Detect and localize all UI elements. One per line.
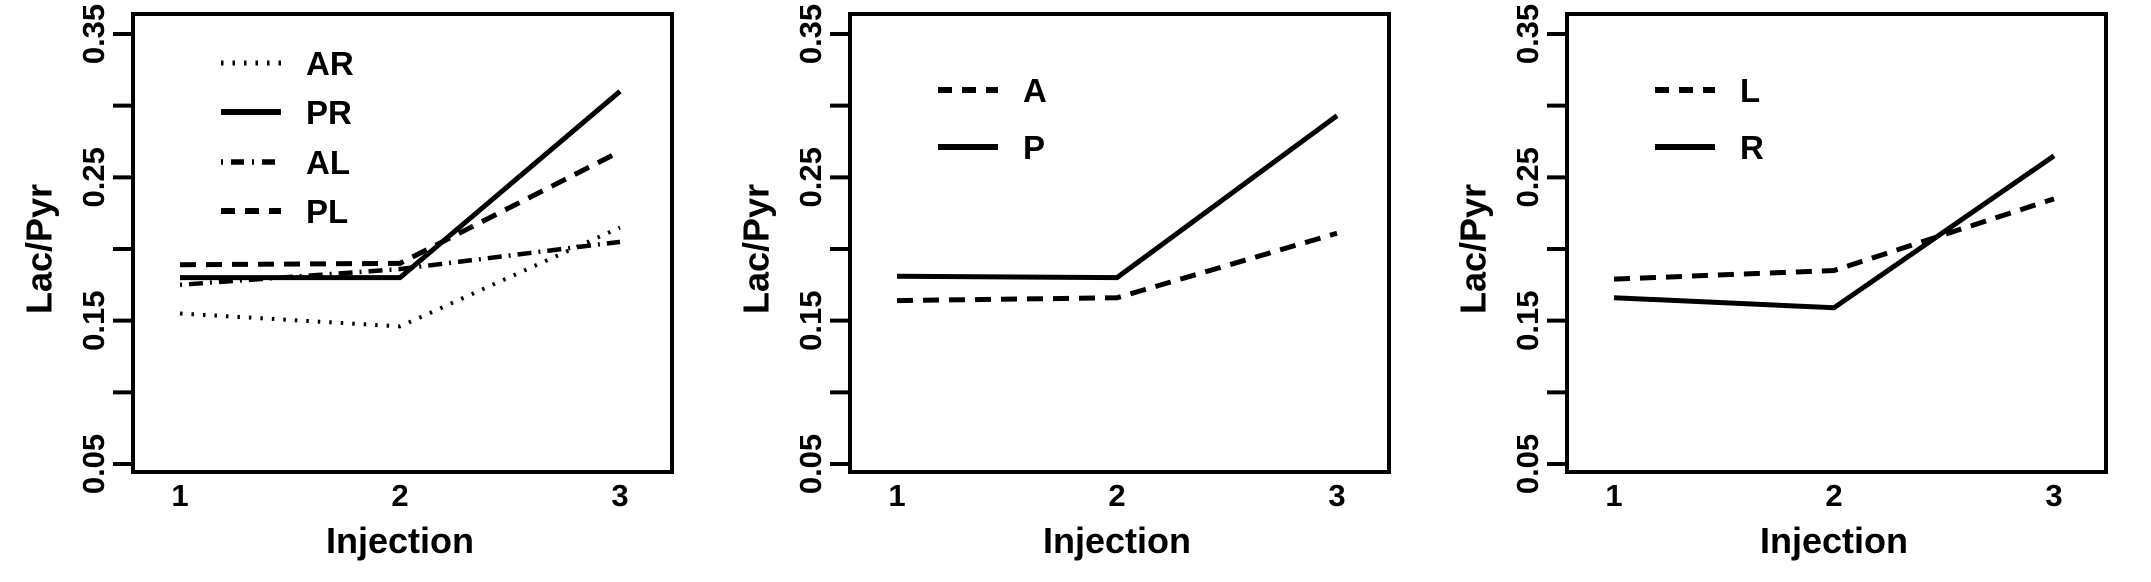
series-line-P [896, 113, 1339, 281]
plot-frame [131, 12, 674, 474]
x-tick-label: 2 [391, 478, 408, 513]
y-tick-label: 0.35 [1510, 4, 1545, 64]
series-line-R [1613, 153, 2056, 311]
x-tick-label: 1 [888, 478, 905, 513]
line-chart: 0.05 0.15 0.25 0.35 Lac/Pyr 1 2 3 Injection AP [736, 4, 1391, 561]
x-tick-label: 3 [2045, 478, 2062, 513]
y-axis-title: Lac/Pyr [736, 184, 777, 314]
y-tick-label: 0.15 [1510, 290, 1545, 350]
y-tick-label: 0.25 [793, 147, 828, 207]
y-axis-title: Lac/Pyr [1453, 184, 1494, 314]
y-tick-label: 0.35 [76, 4, 111, 64]
y-tick-label: 0.25 [76, 147, 111, 207]
legend-label-AR: AR [306, 45, 354, 82]
series-line-A [896, 230, 1338, 304]
legend-label-AL: AL [306, 144, 350, 181]
y-tick-label: 0.05 [76, 434, 111, 494]
x-axis-title: Injection [1760, 520, 1908, 561]
chart-panel-2: 0.05 0.15 0.25 0.35 Lac/Pyr 1 2 3 Injection A P [717, 0, 1434, 582]
series-line-AR [179, 225, 621, 329]
legend-label-R: R [1740, 129, 1764, 166]
line-chart: 0.05 0.15 0.25 0.35 Lac/Pyr 1 2 3 Injection AR PR A… [19, 4, 674, 561]
x-tick-label: 2 [1825, 478, 1842, 513]
legend-label-P: P [1023, 129, 1045, 166]
legend-label-PR: PR [306, 94, 352, 131]
x-axis-title: Injection [1043, 520, 1191, 561]
plot-frame [848, 12, 1391, 474]
y-tick-label: 0.25 [1510, 147, 1545, 207]
x-tick-label: 1 [1605, 478, 1622, 513]
y-tick-label: 0.15 [76, 290, 111, 350]
legend-label-PL: PL [306, 193, 348, 230]
y-tick-label: 0.15 [793, 290, 828, 350]
legend-label-A: A [1023, 72, 1047, 109]
x-axis-title: Injection [326, 520, 474, 561]
x-tick-label: 3 [1328, 478, 1345, 513]
y-tick-label: 0.05 [1510, 434, 1545, 494]
chart-panel-3: 0.05 0.15 0.25 0.35 Lac/Pyr 1 2 3 Injection L R [1434, 0, 2151, 582]
plot-frame [1565, 12, 2108, 474]
x-tick-label: 1 [171, 478, 188, 513]
series-line-AL [179, 239, 621, 288]
legend-label-L: L [1740, 72, 1760, 109]
chart-panel-1: 0.05 0.15 0.25 0.35 Lac/Pyr 1 2 3 Injection AR PR A… [0, 0, 717, 582]
y-axis-title: Lac/Pyr [19, 184, 60, 314]
y-tick-label: 0.05 [793, 434, 828, 494]
x-tick-label: 2 [1108, 478, 1125, 513]
line-chart: 0.05 0.15 0.25 0.35 Lac/Pyr 1 2 3 Injection LR [1453, 4, 2108, 561]
x-tick-label: 3 [611, 478, 628, 513]
series-line-L [1613, 196, 2055, 282]
series-line-PL [179, 149, 622, 268]
y-tick-label: 0.35 [793, 4, 828, 64]
